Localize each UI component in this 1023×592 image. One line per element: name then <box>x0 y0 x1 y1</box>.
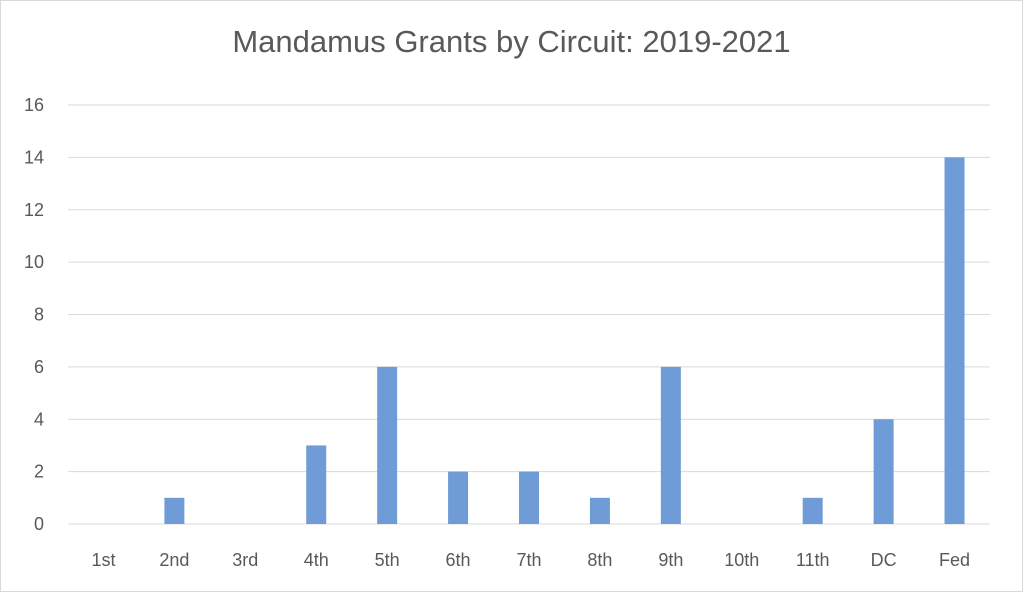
x-tick-label: 11th <box>796 550 830 570</box>
x-tick-label: Fed <box>939 550 970 570</box>
bar-8th <box>589 497 610 524</box>
x-tick-label: 3rd <box>232 550 258 570</box>
y-tick-label: 0 <box>34 514 44 534</box>
bar-Fed <box>944 157 965 524</box>
y-tick-label: 6 <box>34 357 44 377</box>
bar-6th <box>448 471 469 524</box>
x-tick-label: 4th <box>304 550 329 570</box>
x-tick-label: 7th <box>516 550 541 570</box>
y-tick-label: 14 <box>24 147 44 167</box>
x-tick-label: 6th <box>446 550 471 570</box>
bar-11th <box>802 497 823 524</box>
x-tick-label: 2nd <box>159 550 189 570</box>
x-tick-label: 8th <box>587 550 612 570</box>
bar-7th <box>519 471 539 524</box>
chart-title: Mandamus Grants by Circuit: 2019-2021 <box>232 24 791 59</box>
y-tick-label: 16 <box>24 95 44 115</box>
x-tick-label: 5th <box>375 550 400 570</box>
bar-5th <box>377 366 398 524</box>
x-tick-label: DC <box>871 550 897 570</box>
y-tick-label: 2 <box>34 462 44 482</box>
y-tick-label: 12 <box>24 200 44 220</box>
x-tick-label: 10th <box>724 550 759 570</box>
bar-4th <box>306 445 327 524</box>
x-tick-label: 9th <box>658 550 683 570</box>
bar-2nd <box>164 497 185 524</box>
y-tick-label: 10 <box>24 252 44 272</box>
bar-DC <box>873 419 894 524</box>
y-tick-label: 8 <box>34 305 44 325</box>
x-tick-label: 1st <box>91 550 115 570</box>
bar-9th <box>660 366 681 524</box>
y-tick-label: 4 <box>34 409 44 429</box>
